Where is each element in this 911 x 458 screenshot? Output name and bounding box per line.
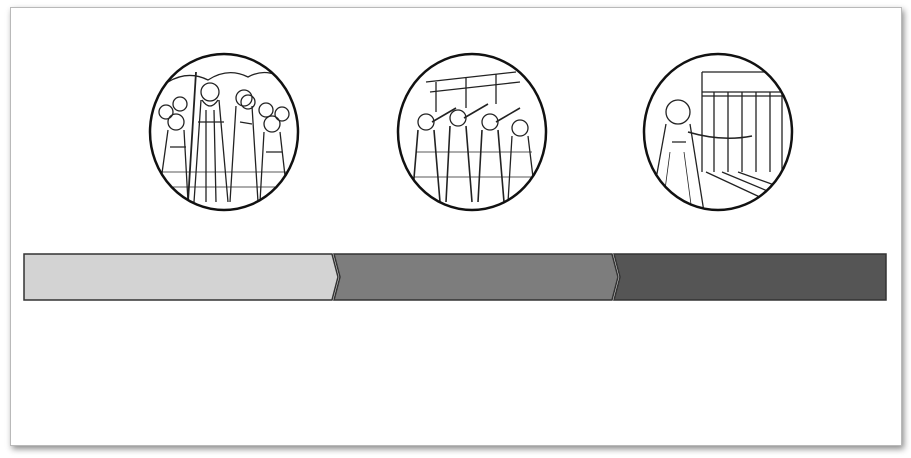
trumpeters-illustration (396, 52, 548, 212)
timeline-segment-1 (23, 253, 339, 301)
crowd-procession-illustration (148, 52, 300, 212)
timeline-bar (22, 250, 888, 304)
temple-figure-illustration (642, 52, 794, 212)
timeline-segment-2 (333, 253, 619, 301)
timeline-segment-3 (613, 253, 887, 301)
